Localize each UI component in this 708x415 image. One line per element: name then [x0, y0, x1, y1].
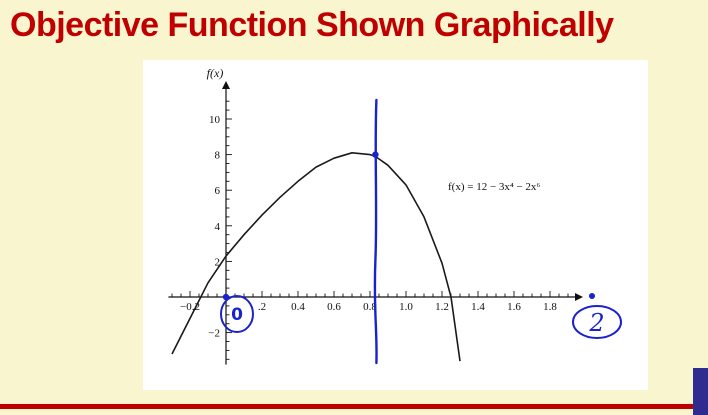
axis-end-dot [589, 293, 595, 299]
y-tick-label: −2 [208, 328, 220, 340]
x-tick-label: 1.2 [435, 301, 449, 313]
circled-two-label: 2 [588, 309, 604, 337]
x-tick-label: 0.4 [291, 301, 305, 313]
y-tick-label: 2 [215, 256, 221, 268]
y-tick-label: 10 [209, 114, 221, 126]
x-tick-label: 1.6 [507, 301, 521, 313]
x-tick-label: 0.8 [363, 301, 377, 313]
y-axis-arrow [222, 80, 230, 89]
y-tick-label: 6 [215, 185, 221, 197]
y-axis-label: f(x) [207, 66, 224, 80]
zero-circle [220, 295, 254, 333]
corner-block [693, 368, 708, 415]
x-tick-label: 1.8 [543, 301, 557, 313]
curve-layer [171, 152, 461, 362]
x-tick-label: 0.6 [327, 301, 341, 313]
x-tick-label: .2 [258, 301, 266, 313]
slide-title: Objective Function Shown Graphically [10, 6, 614, 44]
bottom-rule [0, 404, 708, 409]
vertical-marker-line [373, 98, 378, 365]
y-tick-label: 4 [215, 221, 221, 233]
plot-card: −0.2 .2 0.4 0.6 0.8 1.0 1.2 1.4 1.6 1.8 10 8 6 4 2 −2 f… [143, 60, 648, 390]
x-tick-label: 1.0 [399, 301, 413, 313]
x-tick-label: 1.4 [471, 301, 485, 313]
x-axis-arrow [575, 293, 583, 301]
circled-zero-label: 0 [231, 305, 243, 325]
equation-label: f(x) = 12 − 3x⁴ − 2x⁶ [448, 181, 540, 193]
two-circle [572, 305, 622, 339]
y-tick-label: 8 [215, 150, 221, 162]
max-point-dot [372, 151, 379, 158]
function-plot: −0.2 .2 0.4 0.6 0.8 1.0 1.2 1.4 1.6 1.8 10 8 6 4 2 −2 f… [168, 66, 622, 365]
function-curve [171, 152, 461, 362]
x-tick-label: −0.2 [180, 301, 200, 313]
axes: −0.2 .2 0.4 0.6 0.8 1.0 1.2 1.4 1.6 1.8 10 8 6 4 2 −2 [168, 80, 583, 365]
